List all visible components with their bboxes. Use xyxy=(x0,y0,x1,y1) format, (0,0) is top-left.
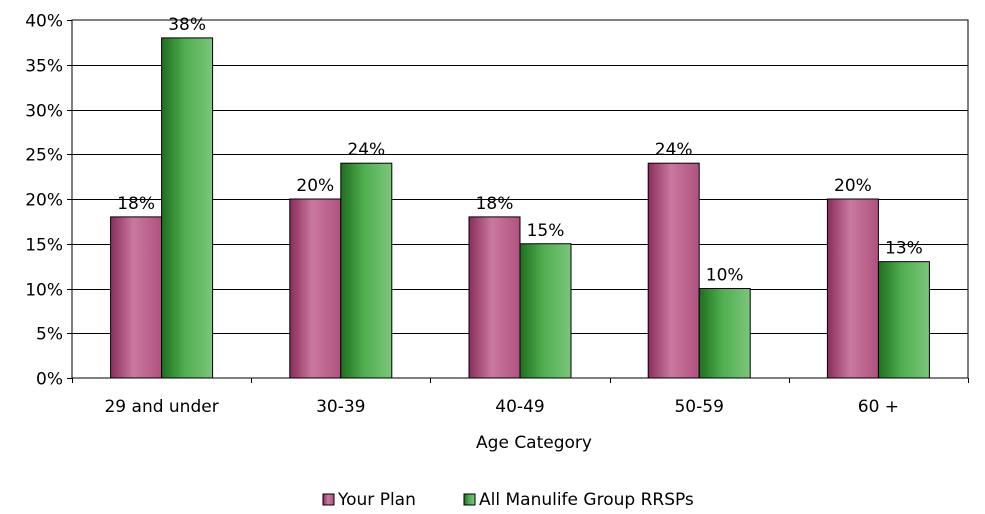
x-tick-label: 30-39 xyxy=(316,397,365,417)
data-label: 24% xyxy=(347,140,385,160)
y-tick-label: 15% xyxy=(25,236,63,256)
x-tick-label: 50-59 xyxy=(674,397,723,417)
bar-all-manulife-2 xyxy=(519,243,572,379)
bars xyxy=(110,37,930,379)
bar-your-plan-0 xyxy=(110,216,163,379)
bar-all-manulife-3 xyxy=(698,288,751,379)
bar-your-plan-4 xyxy=(826,198,879,379)
data-label: 13% xyxy=(885,239,923,259)
data-label: 38% xyxy=(168,15,206,35)
y-tick-label: 40% xyxy=(25,12,63,32)
data-label: 20% xyxy=(834,176,872,196)
y-tick-label: 5% xyxy=(36,325,63,345)
y-tick-label: 20% xyxy=(25,191,63,211)
data-label: 10% xyxy=(706,266,744,286)
x-axis-label: Age Category xyxy=(476,433,592,453)
bar-all-manulife-0 xyxy=(161,37,214,379)
data-label: 24% xyxy=(655,140,693,160)
bar-your-plan-1 xyxy=(289,198,342,379)
data-label: 20% xyxy=(296,176,334,196)
x-tick-label: 40-49 xyxy=(495,397,544,417)
legend-swatch-your-plan xyxy=(322,493,335,506)
y-tick-label: 0% xyxy=(36,370,63,390)
data-label: 15% xyxy=(527,221,565,241)
bar-all-manulife-1 xyxy=(340,162,393,379)
axes: 0% 5% 10% 15% 20% 25% 30% 35% 40% 29 and under 30-… xyxy=(25,12,969,417)
bar-your-plan-3 xyxy=(647,162,700,379)
data-label: 18% xyxy=(117,194,155,214)
y-tick-label: 10% xyxy=(25,281,63,301)
legend-label-all-manulife: All Manulife Group RRSPs xyxy=(479,490,694,510)
legend-label-your-plan: Your Plan xyxy=(337,490,416,510)
y-tick-label: 25% xyxy=(25,146,63,166)
bar-your-plan-2 xyxy=(468,216,521,379)
bar-all-manulife-4 xyxy=(877,261,930,379)
data-label: 18% xyxy=(476,194,514,214)
y-tick-label: 30% xyxy=(25,102,63,122)
x-tick-label: 29 and under xyxy=(104,397,218,417)
data-labels: 18% 20% 18% 24% 20% 38% 24% 15% 10% 13% xyxy=(117,15,923,286)
y-tick-label: 35% xyxy=(25,57,63,77)
x-tick-label: 60 + xyxy=(858,397,899,417)
legend: Your Plan All Manulife Group RRSPs xyxy=(322,490,694,510)
legend-swatch-all-manulife xyxy=(463,493,476,506)
